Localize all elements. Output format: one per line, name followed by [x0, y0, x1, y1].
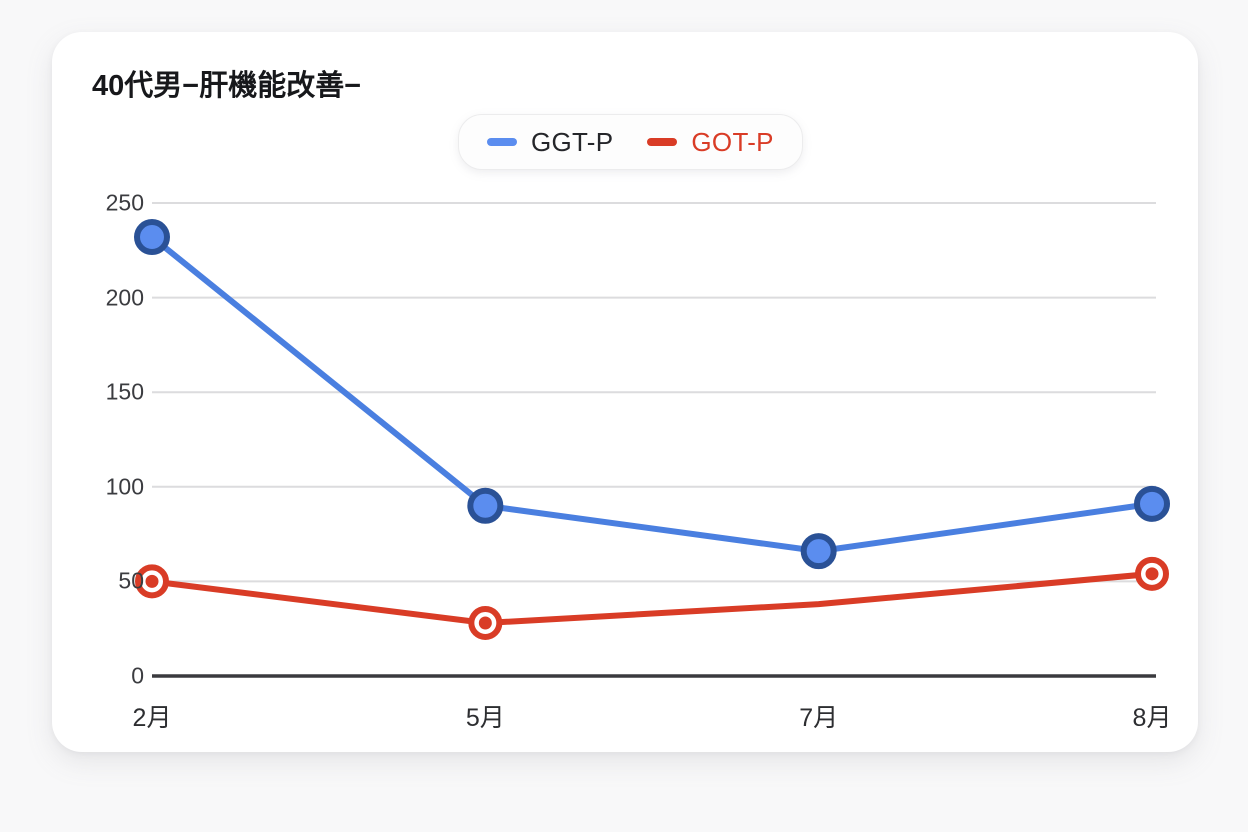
data-point-ggt-p-5月[interactable] — [467, 487, 504, 524]
y-axis-tick-label: 200 — [105, 284, 144, 311]
chart-title: 40代男−肝機能改善− — [92, 70, 362, 102]
chart-legend: GGT-P GOT-P — [458, 114, 803, 170]
data-point-ggt-p-7月[interactable] — [800, 533, 837, 570]
data-point-ggt-p-8月[interactable] — [1134, 485, 1170, 522]
x-axis-tick-label: 5月 — [465, 704, 505, 732]
data-point-got-p-8月[interactable] — [1135, 556, 1169, 591]
chart-card: 40代男−肝機能改善− GGT-P GOT-P 0 50 100 150 200 250 … — [52, 32, 1198, 752]
x-axis-tick-label: 2月 — [132, 704, 172, 732]
series-line-ggt-p — [149, 234, 1155, 555]
legend-swatch-ggt-p — [487, 138, 517, 146]
data-point-got-p-5月[interactable] — [468, 606, 503, 641]
legend-swatch-got-p — [647, 138, 678, 146]
legend-label-ggt-p: GGT-P — [531, 126, 614, 157]
y-axis-tick-label: 50 — [118, 567, 144, 594]
x-axis-tick-label: 7月 — [799, 704, 839, 732]
x-axis-tick-label: 8月 — [1132, 704, 1172, 732]
y-axis-tick-label: 100 — [105, 473, 144, 500]
legend-label-got-p: GOT-P — [691, 126, 774, 157]
series-line-got-p — [149, 570, 1155, 627]
data-point-ggt-p-2月[interactable] — [134, 219, 170, 256]
series-markers — [134, 219, 1170, 641]
legend-item-got-p[interactable]: GOT-P — [647, 126, 774, 158]
series-lines — [149, 234, 1155, 627]
y-axis-tick-label: 250 — [105, 189, 144, 216]
gridlines — [152, 202, 1156, 678]
y-axis-tick-label: 0 — [131, 662, 144, 689]
legend-item-ggt-p[interactable]: GGT-P — [487, 127, 613, 158]
y-axis-tick-label: 150 — [105, 378, 144, 405]
line-chart-plot — [134, 202, 1170, 678]
data-point-got-p-2月[interactable] — [135, 564, 169, 599]
